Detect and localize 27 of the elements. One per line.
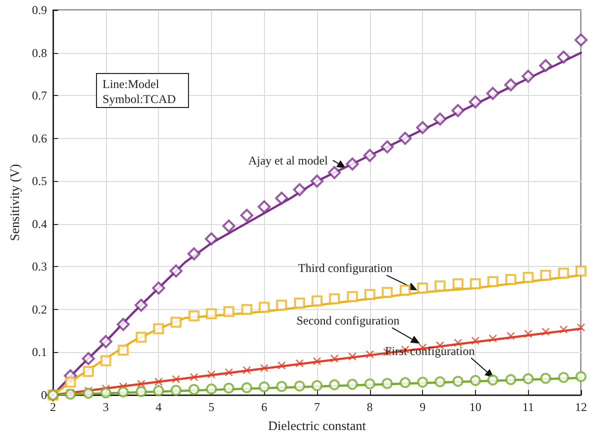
y-tick-label: 0.2: [32, 302, 47, 316]
x-tick-label: 6: [261, 400, 268, 414]
y-axis-title: Sensitivity (V): [7, 164, 22, 241]
annotation: Third configuration: [298, 261, 392, 276]
x-tick-label: 4: [156, 400, 162, 414]
x-tick-label: 12: [575, 400, 587, 414]
y-tick-label: 0.6: [32, 131, 47, 146]
x-tick-label: 11: [522, 400, 534, 414]
annotation: Second configuration: [296, 314, 400, 328]
annotation: Ajay et al model: [248, 153, 329, 168]
x-tick-label: 5: [208, 400, 214, 414]
y-tick-label: 0.4: [32, 216, 47, 231]
y-tick-label: 0.5: [32, 174, 47, 188]
x-axis-title: Dielectric constant: [268, 418, 366, 433]
y-tick-label: 0: [41, 388, 47, 402]
y-tick-label: 0.8: [32, 46, 47, 60]
annotation: Line:Model Symbol:TCAD: [102, 77, 176, 106]
x-tick-label: 3: [102, 400, 109, 414]
x-tick-label: 10: [469, 400, 482, 414]
x-tick-label: 2: [50, 400, 56, 414]
y-tick-label: 0.3: [32, 260, 47, 274]
x-tick-label: 7: [314, 400, 320, 414]
y-tick-label: 0.9: [32, 3, 47, 17]
y-tick-label: 0.7: [32, 88, 47, 103]
y-tick-label: 0.1: [32, 345, 47, 360]
x-tick-label: 8: [366, 400, 373, 414]
x-tick-label: 9: [420, 400, 426, 414]
